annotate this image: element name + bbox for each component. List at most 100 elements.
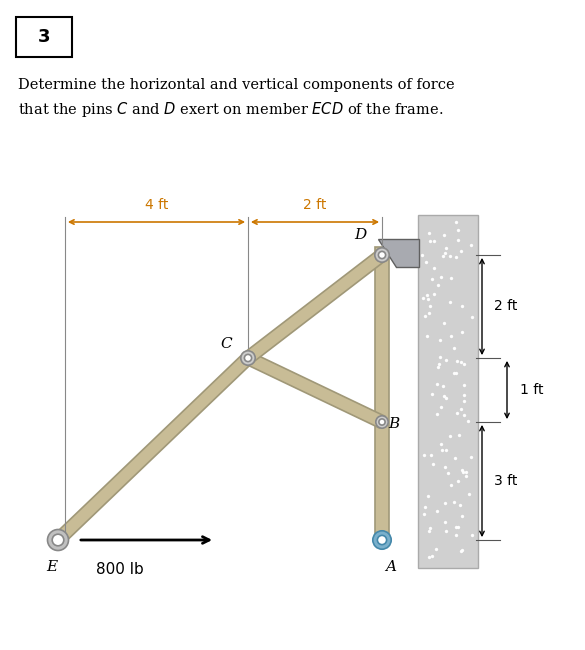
Point [450, 367, 459, 378]
Point [463, 415, 472, 426]
Point [434, 358, 443, 369]
Point [425, 308, 434, 318]
Point [440, 517, 449, 527]
Point [423, 294, 432, 304]
Point [457, 465, 467, 475]
Point [432, 379, 442, 389]
Point [460, 395, 469, 406]
Point [459, 380, 468, 390]
Point [440, 317, 449, 328]
Point [436, 402, 446, 412]
Point [451, 216, 460, 227]
Circle shape [52, 534, 64, 546]
Point [439, 230, 449, 240]
Text: E: E [46, 560, 57, 574]
Point [433, 506, 442, 516]
Point [456, 358, 465, 368]
Point [440, 498, 449, 508]
Text: 2 ft: 2 ft [494, 300, 517, 313]
Point [438, 250, 448, 261]
Point [456, 404, 466, 414]
Point [429, 236, 439, 246]
Point [452, 530, 461, 541]
Point [446, 480, 456, 490]
Point [425, 301, 435, 311]
Point [432, 543, 441, 554]
Text: that the pins $C$ and $D$ exert on member $ECD$ of the frame.: that the pins $C$ and $D$ exert on membe… [18, 100, 443, 119]
Point [453, 235, 462, 246]
Point [441, 355, 450, 365]
Point [453, 224, 462, 235]
Point [467, 311, 476, 322]
FancyBboxPatch shape [418, 215, 478, 568]
Circle shape [373, 531, 391, 549]
Point [419, 449, 428, 460]
Point [433, 361, 443, 372]
Point [441, 526, 450, 537]
Point [420, 502, 429, 512]
Point [428, 458, 438, 469]
Point [442, 393, 451, 403]
Point [455, 500, 464, 510]
Point [435, 335, 445, 345]
Point [449, 497, 459, 508]
Point [451, 252, 460, 262]
Point [424, 491, 433, 501]
Point [461, 471, 470, 481]
Circle shape [375, 248, 389, 262]
Point [446, 251, 455, 261]
Point [460, 389, 469, 400]
Point [419, 509, 429, 519]
Point [429, 289, 438, 299]
Circle shape [245, 354, 252, 361]
Point [457, 300, 467, 311]
Point [452, 408, 462, 418]
Circle shape [377, 536, 387, 545]
Point [441, 445, 450, 456]
Point [456, 546, 466, 556]
Point [436, 439, 446, 450]
Point [461, 467, 470, 478]
Point [467, 240, 476, 250]
Polygon shape [378, 239, 419, 267]
Point [421, 311, 430, 321]
Point [441, 248, 450, 258]
Point [457, 327, 466, 337]
Circle shape [47, 530, 68, 551]
Polygon shape [374, 247, 390, 545]
Point [441, 243, 450, 254]
Point [441, 462, 450, 472]
Point [466, 452, 476, 462]
Polygon shape [244, 250, 386, 363]
Point [437, 445, 446, 455]
Text: A: A [385, 560, 396, 574]
Point [446, 431, 455, 441]
Point [460, 410, 469, 420]
Text: 3: 3 [38, 28, 50, 46]
Point [453, 521, 463, 532]
Point [453, 476, 462, 486]
Polygon shape [53, 354, 253, 545]
Point [457, 510, 467, 521]
Point [438, 381, 448, 391]
Text: Determine the horizontal and vertical components of force: Determine the horizontal and vertical co… [18, 78, 455, 92]
Text: D: D [354, 228, 366, 242]
Point [451, 368, 460, 378]
Point [446, 272, 455, 283]
Point [450, 453, 459, 463]
Point [446, 297, 455, 307]
Point [425, 551, 434, 562]
Point [437, 272, 446, 283]
Point [454, 430, 463, 440]
Point [432, 409, 442, 419]
Text: C: C [221, 337, 232, 351]
Circle shape [378, 252, 386, 259]
Point [464, 489, 474, 499]
Point [459, 467, 468, 477]
Point [457, 245, 466, 255]
Circle shape [376, 416, 388, 428]
Point [439, 391, 449, 401]
Point [418, 292, 428, 303]
Point [433, 280, 442, 291]
Circle shape [241, 351, 255, 365]
